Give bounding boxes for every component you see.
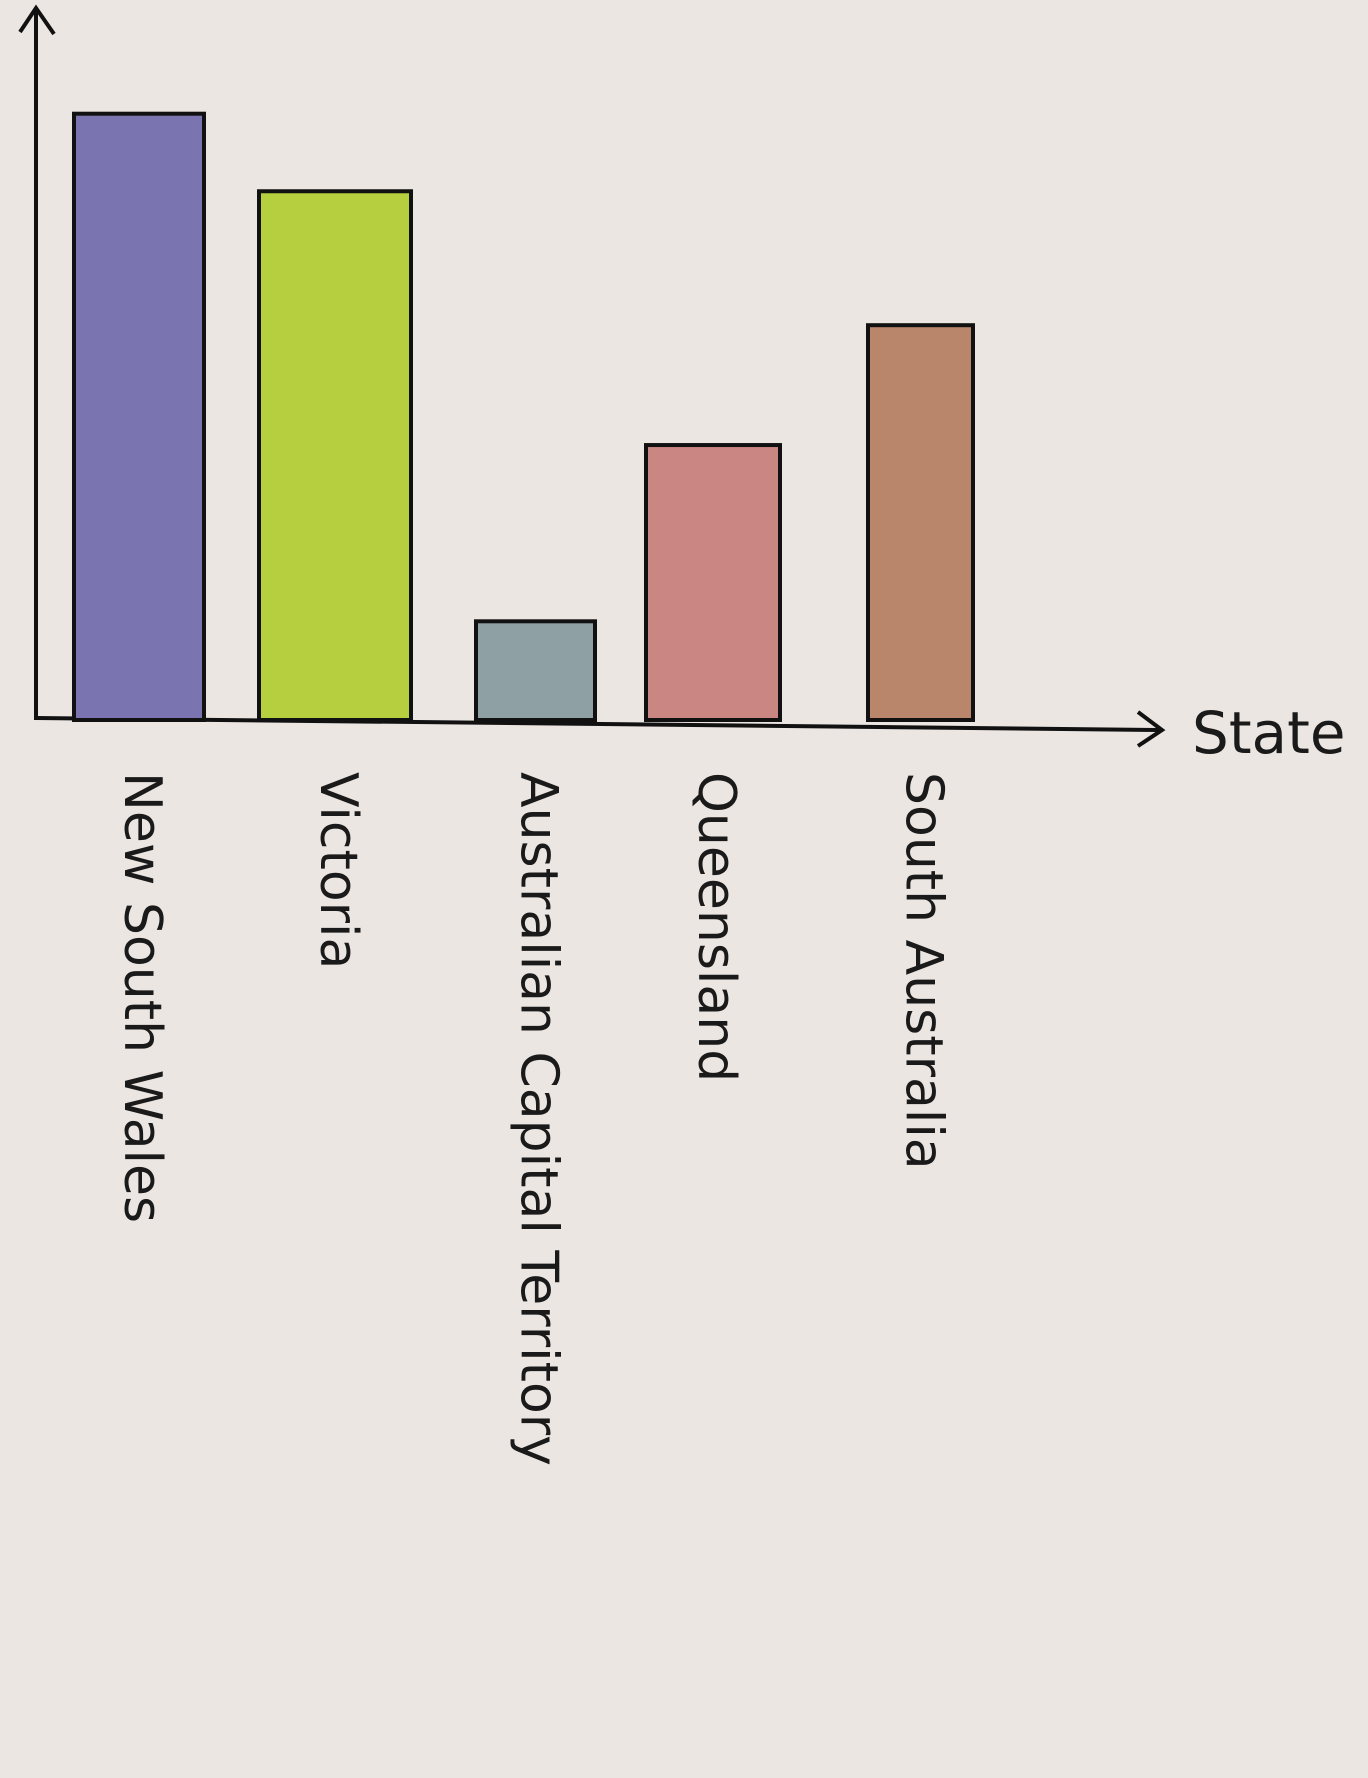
x-tick-label: New South Wales [112, 772, 172, 1223]
y-axis-arrow [18, 4, 56, 36]
x-tick-label: Australian Capital Territory [509, 772, 569, 1466]
x-axis-arrow [1136, 710, 1166, 748]
x-axis [35, 716, 1161, 732]
bar [866, 323, 975, 722]
bar [644, 443, 782, 722]
x-tick-label: Victoria [308, 772, 368, 969]
x-tick-label: South Australia [894, 772, 954, 1170]
x-tick-label: Queensland [686, 772, 746, 1082]
bar [72, 111, 206, 722]
x-axis-label: State [1192, 699, 1346, 767]
bar [474, 619, 597, 722]
bar [257, 189, 413, 722]
